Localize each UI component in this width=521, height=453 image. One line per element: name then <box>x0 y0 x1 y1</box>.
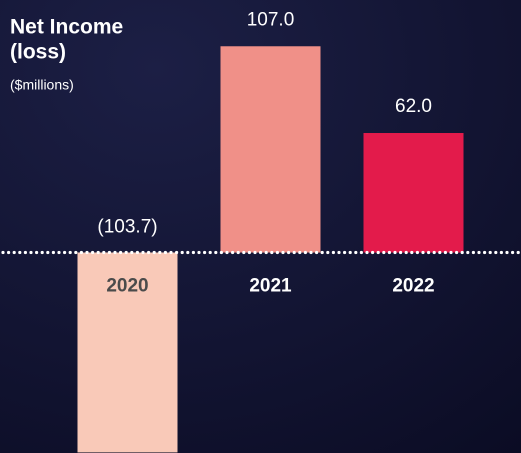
chart-subtitle: ($millions) <box>10 77 74 93</box>
value-label: (103.7) <box>97 217 157 238</box>
chart-title: Net Income <box>10 16 123 39</box>
x-tick-label: 2022 <box>392 276 434 297</box>
value-label: 62.0 <box>395 96 432 117</box>
bar <box>363 133 464 253</box>
x-tick-label: 2020 <box>106 276 148 297</box>
bar <box>220 46 321 253</box>
value-label: 107.0 <box>247 9 295 30</box>
chart-title: (loss) <box>10 41 66 64</box>
x-tick-label: 2021 <box>249 276 292 297</box>
bar <box>77 252 178 453</box>
